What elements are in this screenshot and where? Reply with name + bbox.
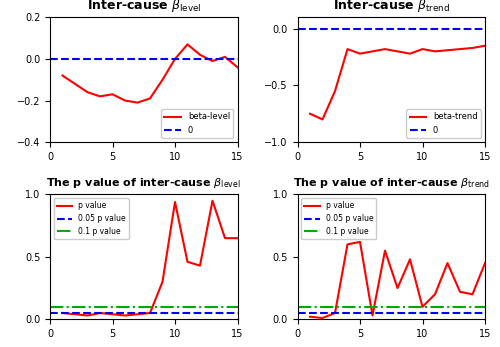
beta-trend	[420, 47, 426, 51]
p value	[122, 313, 128, 318]
Title: The p value of inter-cause $\beta_{\mathrm{level}}$: The p value of inter-cause $\beta_{\math…	[46, 176, 241, 190]
p value	[210, 198, 216, 203]
beta-trend	[457, 47, 463, 51]
Legend: beta-trend, 0: beta-trend, 0	[406, 109, 481, 138]
Line: p value: p value	[310, 242, 485, 318]
beta-trend	[382, 47, 388, 51]
0	[47, 57, 53, 61]
p value	[84, 313, 90, 318]
p value	[420, 305, 426, 309]
0.05 p value	[47, 311, 53, 315]
0.1 p value	[60, 305, 66, 309]
beta-trend	[470, 46, 476, 50]
p value	[370, 313, 376, 318]
Legend: p value, 0.05 p value, 0.1 p value: p value, 0.05 p value, 0.1 p value	[302, 198, 376, 239]
Line: beta-trend: beta-trend	[310, 46, 485, 119]
p value	[444, 261, 450, 265]
p value	[197, 263, 203, 268]
p value	[60, 311, 66, 315]
0	[307, 27, 313, 31]
0.05 p value	[294, 311, 300, 315]
beta-trend	[394, 49, 400, 53]
beta-level	[60, 74, 66, 78]
beta-level	[84, 90, 90, 94]
Line: p value: p value	[62, 201, 238, 315]
p value	[160, 280, 166, 284]
beta-level	[147, 96, 153, 101]
p value	[184, 260, 190, 264]
beta-trend	[320, 117, 326, 121]
p value	[394, 286, 400, 290]
p value	[482, 261, 488, 265]
Title: Inter-cause $\beta_{\mathrm{level}}$: Inter-cause $\beta_{\mathrm{level}}$	[86, 0, 201, 14]
p value	[110, 312, 116, 316]
beta-level	[184, 42, 190, 46]
beta-level	[97, 94, 103, 99]
0	[60, 57, 66, 61]
beta-level	[222, 55, 228, 59]
0.1 p value	[47, 305, 53, 309]
Legend: p value, 0.05 p value, 0.1 p value: p value, 0.05 p value, 0.1 p value	[54, 198, 129, 239]
beta-level	[210, 59, 216, 63]
p value	[382, 248, 388, 253]
beta-trend	[370, 49, 376, 53]
Legend: beta-level, 0: beta-level, 0	[161, 109, 234, 138]
beta-trend	[407, 52, 413, 56]
Line: beta-level: beta-level	[62, 44, 238, 103]
beta-trend	[432, 49, 438, 53]
beta-level	[134, 101, 140, 105]
0.05 p value	[307, 311, 313, 315]
p value	[147, 311, 153, 315]
0	[294, 27, 300, 31]
p value	[457, 290, 463, 294]
beta-level	[72, 82, 78, 86]
Title: Inter-cause $\beta_{\mathrm{trend}}$: Inter-cause $\beta_{\mathrm{trend}}$	[332, 0, 450, 14]
beta-trend	[344, 47, 350, 51]
Title: The p value of inter-cause $\beta_{\mathrm{trend}}$: The p value of inter-cause $\beta_{\math…	[292, 176, 490, 190]
p value	[407, 257, 413, 261]
beta-level	[122, 99, 128, 103]
p value	[470, 292, 476, 296]
beta-level	[172, 57, 178, 61]
p value	[307, 315, 313, 319]
0.1 p value	[307, 305, 313, 309]
0.05 p value	[60, 311, 66, 315]
beta-trend	[307, 112, 313, 116]
p value	[432, 292, 438, 296]
0.1 p value	[294, 305, 300, 309]
beta-trend	[482, 44, 488, 48]
p value	[332, 311, 338, 315]
p value	[357, 240, 363, 244]
p value	[344, 242, 350, 246]
beta-trend	[444, 48, 450, 52]
p value	[134, 312, 140, 316]
beta-level	[160, 78, 166, 82]
p value	[172, 200, 178, 204]
p value	[320, 316, 326, 320]
beta-trend	[332, 89, 338, 93]
p value	[222, 236, 228, 240]
beta-level	[234, 65, 240, 69]
p value	[72, 312, 78, 316]
beta-level	[197, 53, 203, 57]
beta-trend	[357, 52, 363, 56]
beta-level	[110, 92, 116, 96]
p value	[97, 311, 103, 315]
p value	[234, 236, 240, 240]
